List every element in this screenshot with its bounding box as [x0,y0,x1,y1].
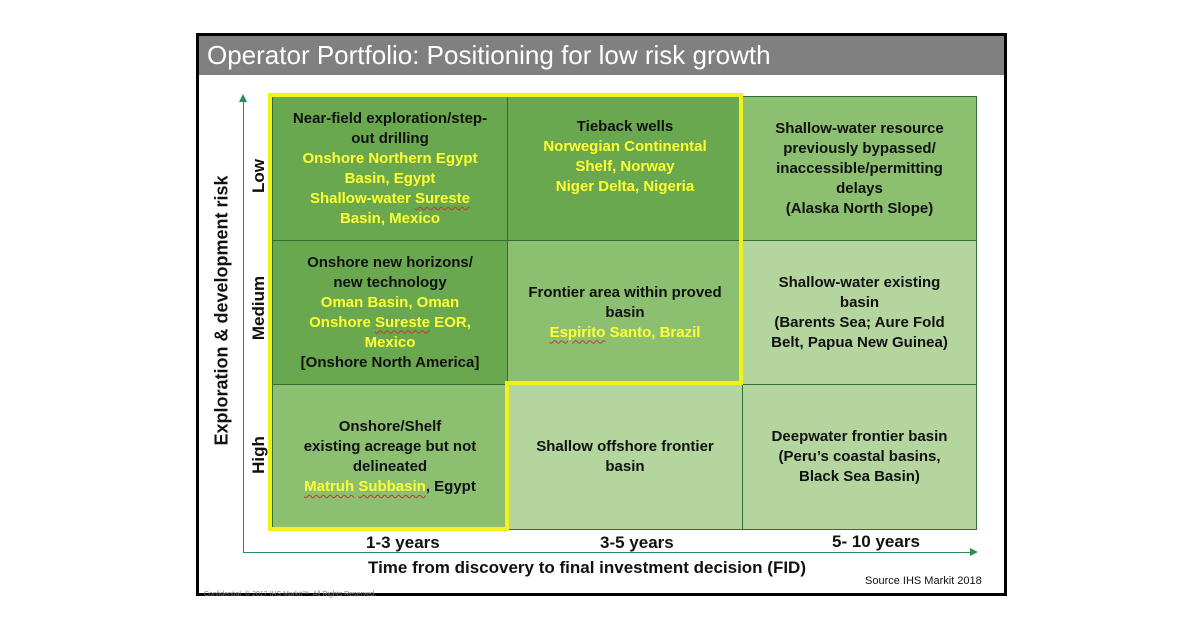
x-tick-5-10-years: 5- 10 years [832,532,920,551]
highlight-outline-bottom [268,527,508,531]
example-part: , Egypt [425,478,476,495]
cell-example-text: Basin, Egypt [344,170,436,187]
cell-category-text: basin [839,293,880,311]
cell-category-text: Shallow-water existing [778,273,941,291]
example-part: Sureste [374,313,431,331]
cell-category-text: new technology [333,273,447,291]
cell-example-text: Mexico [364,333,416,351]
example-part: Matruh [304,478,355,495]
x-tick-3-5-years: 3-5 years [600,533,674,552]
cell-high-3-5-years: Shallow offshore frontier basin [507,384,743,530]
cell-example-text: Shelf, Norway [575,158,675,175]
y-axis-label: Exploration & development risk [211,175,232,446]
cell-high-1-3-years: Onshore/Shelf existing acreage but not d… [272,384,508,530]
confidential-footer: Confidential. © 2017 IHS Markit™. All Ri… [204,591,377,598]
highlight-outline-left [268,93,272,531]
cell-example-text: (Barents Sea; Aure Fold [774,313,945,331]
highlight-outline-right-lower [505,381,509,531]
y-axis-line [243,100,244,553]
slide-title: Operator Portfolio: Positioning for low … [199,36,1004,75]
cell-category-text: delays [836,179,883,197]
cell-example-text: Onshore Sureste EOR, [301,313,480,333]
cell-category-text: Deepwater frontier basin [771,428,948,445]
example-part: EOR, [430,313,471,331]
cell-category-text: delineated [352,458,428,475]
x-axis-line [243,552,971,553]
cell-example-text: Espirito Santo, Brazil [528,323,721,343]
cell-example-text: Norwegian Continental [543,138,707,155]
highlight-outline-middle [505,381,743,385]
cell-medium-3-5-years: Frontier area within proved basin Espiri… [507,240,743,385]
highlight-outline-right-upper [739,93,743,385]
cell-category-text: inaccessible/permitting [776,159,943,177]
cell-category-text: Onshore new horizons/ [307,253,473,271]
y-tick-low: Low [249,159,268,193]
cell-category-text: basin [605,303,645,321]
cell-example-text: Onshore Northern Egypt [302,150,478,167]
example-part: Shallow-water [309,190,415,207]
cell-example-text: Matruh Subbasin, Egypt [304,477,477,497]
y-axis-arrow-icon [239,94,247,102]
cell-example-text: Shallow-water Sureste [293,189,487,209]
cell-example-text: (Peru’s coastal basins, [778,448,941,465]
cell-category-text: out drilling [351,130,429,147]
cell-low-1-3-years: Near-field exploration/step- out drillin… [272,96,508,241]
cell-category-text: previously bypassed/ [783,139,936,157]
source-note: Source IHS Markit 2018 [865,575,982,587]
y-tick-medium: Medium [249,275,268,341]
highlight-outline-top [268,93,743,97]
x-axis-arrow-icon [970,548,978,556]
cell-category-text: basin [605,458,645,475]
example-part: Onshore [309,313,375,331]
cell-high-5-10-years: Deepwater frontier basin (Peru’s coastal… [742,384,977,530]
cell-example-text: Oman Basin, Oman [320,293,460,311]
cell-medium-5-10-years: Shallow-water existing basin (Barents Se… [742,240,977,385]
cell-category-text: existing acreage but not [303,438,477,455]
cell-low-3-5-years: Tieback wells Norwegian Continental Shel… [507,96,743,241]
x-axis-label: Time from discovery to final investment … [368,558,806,577]
cell-category-text: Frontier area within proved [528,283,722,301]
example-part: Espirito [549,323,606,341]
cell-category-text: Shallow-water resource [775,119,944,137]
cell-category-text: Onshore/Shelf [338,418,442,435]
cell-example-text: Niger Delta, Nigeria [555,178,695,195]
cell-category-text: Tieback wells [576,118,674,135]
cell-example-text: Black Sea Basin) [799,468,920,485]
example-part: Santo, Brazil [605,323,701,341]
cell-medium-1-3-years: Onshore new horizons/ new technology Oma… [272,240,508,385]
cell-example-text: Belt, Papua New Guinea) [771,333,948,351]
cell-example-text: Basin, Mexico [339,210,441,227]
cell-category-text: Near-field exploration/step- [292,110,488,127]
example-part: Sureste [414,190,471,207]
example-part: Subbasin [358,478,426,495]
cell-example-text: [Onshore North America] [300,353,480,371]
cell-low-5-10-years: Shallow-water resource previously bypass… [742,96,977,241]
y-tick-high: High [249,436,268,474]
x-tick-1-3-years: 1-3 years [366,533,440,552]
cell-example-text: (Alaska North Slope) [785,199,934,217]
cell-category-text: Shallow offshore frontier [536,438,714,455]
